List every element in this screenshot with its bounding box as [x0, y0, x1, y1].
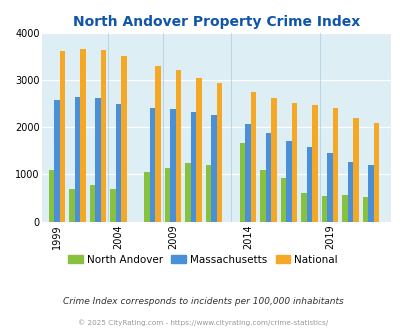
Bar: [80, 49, 85, 222]
Bar: [271, 98, 276, 222]
Bar: [352, 118, 358, 222]
Bar: [286, 141, 291, 222]
Bar: [280, 178, 286, 222]
Bar: [367, 165, 373, 222]
Bar: [321, 196, 326, 222]
Bar: [49, 170, 54, 222]
Bar: [95, 98, 100, 222]
Bar: [260, 170, 265, 222]
Legend: North Andover, Massachusetts, National: North Andover, Massachusetts, National: [64, 250, 341, 269]
Bar: [205, 165, 211, 222]
Bar: [190, 112, 196, 222]
Bar: [115, 104, 121, 222]
Bar: [211, 115, 216, 222]
Bar: [54, 100, 60, 222]
Bar: [185, 163, 190, 222]
Bar: [110, 188, 115, 222]
Text: © 2025 CityRating.com - https://www.cityrating.com/crime-statistics/: © 2025 CityRating.com - https://www.city…: [78, 319, 327, 326]
Bar: [373, 122, 378, 222]
Bar: [121, 56, 126, 222]
Bar: [90, 185, 95, 222]
Bar: [341, 195, 347, 222]
Bar: [155, 66, 160, 222]
Bar: [301, 193, 306, 222]
Bar: [245, 124, 250, 222]
Bar: [75, 97, 80, 222]
Bar: [170, 109, 175, 222]
Text: Crime Index corresponds to incidents per 100,000 inhabitants: Crime Index corresponds to incidents per…: [62, 297, 343, 307]
Bar: [311, 105, 317, 222]
Bar: [291, 103, 296, 222]
Bar: [144, 172, 149, 222]
Bar: [239, 143, 245, 222]
Bar: [332, 109, 337, 222]
Bar: [196, 78, 201, 222]
Bar: [362, 197, 367, 222]
Bar: [175, 70, 181, 222]
Bar: [69, 188, 75, 222]
Bar: [326, 153, 332, 222]
Bar: [265, 133, 271, 222]
Bar: [306, 147, 311, 222]
Bar: [100, 50, 106, 222]
Bar: [216, 83, 222, 222]
Bar: [60, 51, 65, 222]
Bar: [347, 162, 352, 222]
Title: North Andover Property Crime Index: North Andover Property Crime Index: [73, 15, 360, 29]
Bar: [250, 92, 256, 222]
Bar: [164, 168, 170, 222]
Bar: [149, 109, 155, 222]
